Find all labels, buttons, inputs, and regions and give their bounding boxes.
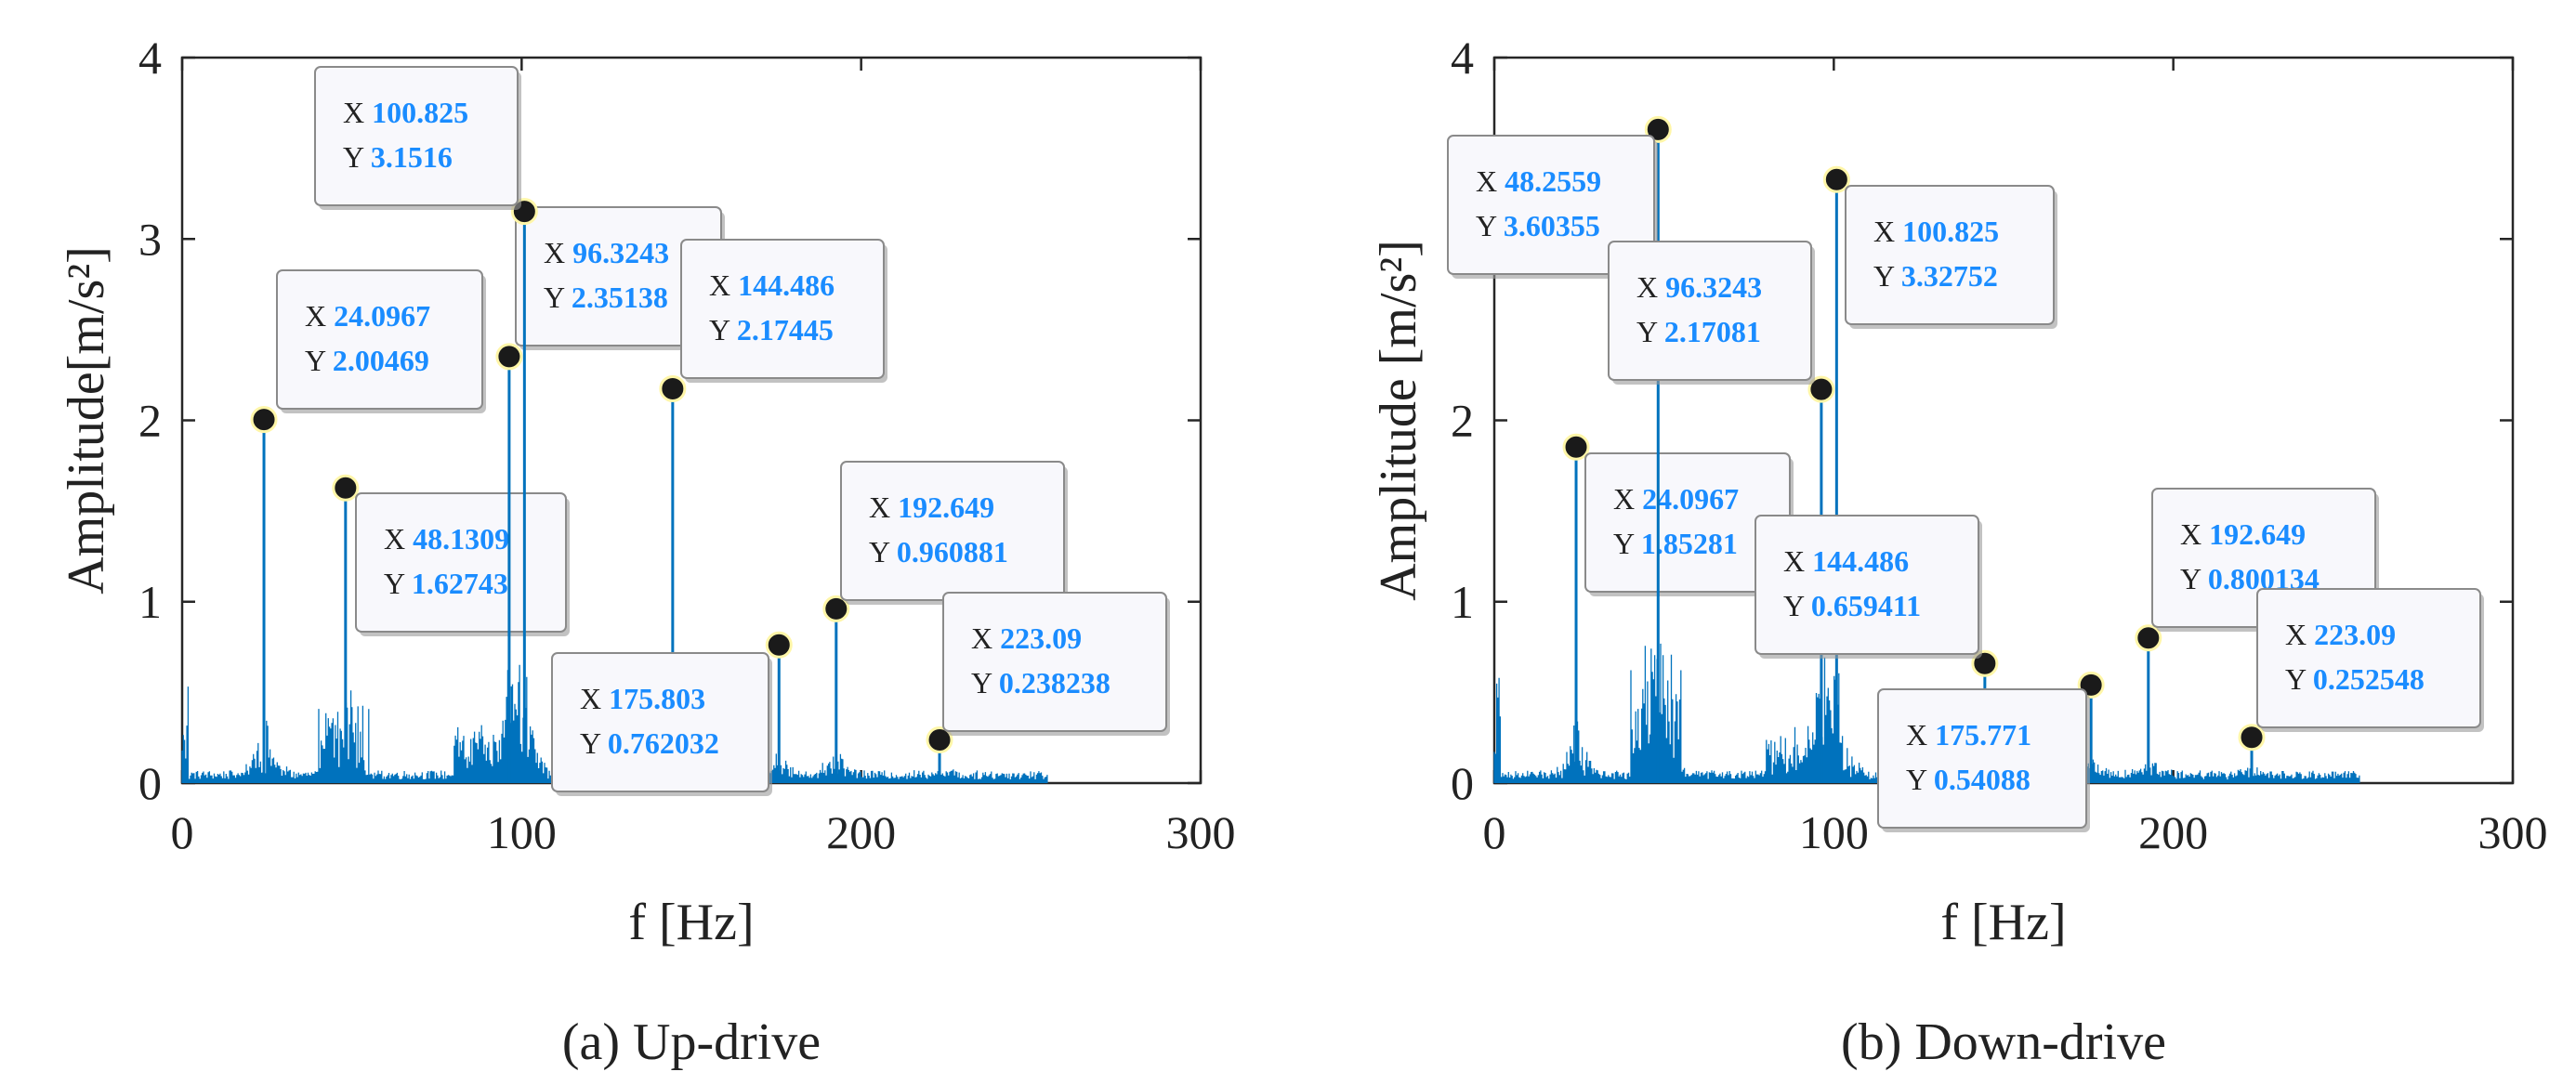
y-tick-label: 2 <box>138 395 162 447</box>
datatip-y: Y 0.960881 <box>869 535 1008 569</box>
peak-marker[interactable] <box>2238 724 2266 752</box>
y-tick-label: 1 <box>138 576 162 628</box>
peak-marker[interactable] <box>659 374 687 402</box>
y-tick-label: 1 <box>1451 576 1474 628</box>
peak-marker[interactable] <box>250 406 278 434</box>
peak-marker[interactable] <box>926 726 953 753</box>
datatip: X 144.486 Y 2.17445 <box>680 239 887 383</box>
x-tick-label: 0 <box>1483 806 1506 858</box>
datatip: X 223.09 Y 0.252548 <box>2256 588 2484 732</box>
datatip-x: X 24.0967 <box>1613 482 1739 516</box>
y-tick-label: 4 <box>1451 32 1474 84</box>
x-tick-label: 100 <box>487 806 557 858</box>
datatip: X 192.649 Y 0.960881 <box>840 461 1068 605</box>
datatip-x: X 144.486 <box>709 268 835 302</box>
datatip-x: X 48.1309 <box>384 522 509 556</box>
peak-marker[interactable] <box>495 343 523 371</box>
datatip: X 100.825 Y 3.32752 <box>1845 185 2057 329</box>
datatip: X 48.2559 Y 3.60355 <box>1447 135 1658 279</box>
datatip-x: X 100.825 <box>1873 215 1999 248</box>
datatip-x: X 192.649 <box>2180 517 2306 551</box>
y-tick-label: 2 <box>1451 395 1474 447</box>
peak-marker[interactable] <box>765 631 793 659</box>
y-axis-label: Amplitude [m/s²] <box>1370 240 1427 601</box>
datatip-y: Y 1.62743 <box>384 567 508 600</box>
x-tick-label: 300 <box>1166 806 1236 858</box>
y-tick-label: 0 <box>1451 757 1474 809</box>
peak-marker[interactable] <box>822 595 850 622</box>
datatip-y: Y 3.1516 <box>343 140 453 174</box>
datatip-x: X 223.09 <box>971 621 1082 655</box>
datatip-y: Y 0.762032 <box>580 726 719 760</box>
x-axis-label: f [Hz] <box>1940 894 2066 951</box>
datatip-y: Y 3.32752 <box>1873 259 1998 293</box>
datatip: X 96.3243 Y 2.35138 <box>515 206 725 350</box>
datatip-y: Y 1.85281 <box>1613 527 1738 560</box>
panel-caption: (a) Up-drive <box>562 1013 821 1071</box>
datatip: X 175.803 Y 0.762032 <box>551 652 772 796</box>
datatip-x: X 175.803 <box>580 682 705 715</box>
peak-marker[interactable] <box>332 474 360 502</box>
y-tick-label: 0 <box>138 757 162 809</box>
panel-caption: (b) Down-drive <box>1841 1013 2166 1071</box>
datatip-x: X 223.09 <box>2285 618 2396 651</box>
x-tick-label: 200 <box>826 806 896 858</box>
y-axis-label: Amplitude[m/s²] <box>58 246 115 595</box>
y-tick-label: 3 <box>138 213 162 265</box>
datatip-x: X 192.649 <box>869 490 994 524</box>
datatip-y: Y 0.252548 <box>2285 662 2425 696</box>
datatip-y: Y 2.17445 <box>709 313 834 346</box>
datatip-y: Y 0.238238 <box>971 666 1111 699</box>
datatip: X 24.0967 Y 1.85281 <box>1584 452 1794 596</box>
datatip: X 100.825 Y 3.1516 <box>314 66 521 210</box>
y-tick-label: 4 <box>138 32 162 84</box>
plot-frame <box>1492 56 2515 785</box>
datatip-x: X 100.825 <box>343 96 468 129</box>
x-tick-label: 100 <box>1799 806 1869 858</box>
chart-up-drive: 0 100 200 300 0 1 2 3 4 f [Hz] Amplitude[m/s²] (a) … <box>58 32 1236 1071</box>
peak-marker[interactable] <box>1807 375 1835 403</box>
x-tick-label: 300 <box>2478 806 2548 858</box>
datatip-y: Y 0.659411 <box>1783 589 1921 622</box>
datatip-y: Y 2.35138 <box>544 281 668 314</box>
datatip-x: X 175.771 <box>1906 718 2031 752</box>
chart-panel-up-drive: 0 100 200 300 0 1 2 3 4 f [Hz] Amplitude[m/s²] (a) … <box>58 32 1236 1071</box>
datatip-y: Y 2.00469 <box>305 344 429 377</box>
datatip-y: Y 3.60355 <box>1476 209 1600 242</box>
datatip-x: X 96.3243 <box>544 236 669 269</box>
datatip: X 175.771 Y 0.54088 <box>1877 688 2090 832</box>
x-tick-label: 200 <box>2138 806 2208 858</box>
x-tick-label: 0 <box>171 806 194 858</box>
peak-marker[interactable] <box>2135 624 2162 652</box>
datatip-x: X 24.0967 <box>305 299 430 333</box>
peak-marker[interactable] <box>1822 165 1850 193</box>
datatip-y: Y 2.17081 <box>1636 315 1761 348</box>
datatip-x: X 96.3243 <box>1636 270 1762 304</box>
peak-marker[interactable] <box>1644 115 1672 143</box>
datatip: X 48.1309 Y 1.62743 <box>355 492 570 636</box>
peak-marker[interactable] <box>1562 433 1590 461</box>
datatip: X 96.3243 Y 2.17081 <box>1608 241 1815 385</box>
datatip-x: X 144.486 <box>1783 544 1909 578</box>
datatip-x: X 48.2559 <box>1476 164 1601 198</box>
datatip-y: Y 0.54088 <box>1906 763 2031 796</box>
datatip: X 223.09 Y 0.238238 <box>942 592 1170 736</box>
datatip: X 144.486 Y 0.659411 <box>1755 515 1982 659</box>
datatip: X 24.0967 Y 2.00469 <box>276 269 486 413</box>
x-axis-label: f [Hz] <box>628 894 754 951</box>
